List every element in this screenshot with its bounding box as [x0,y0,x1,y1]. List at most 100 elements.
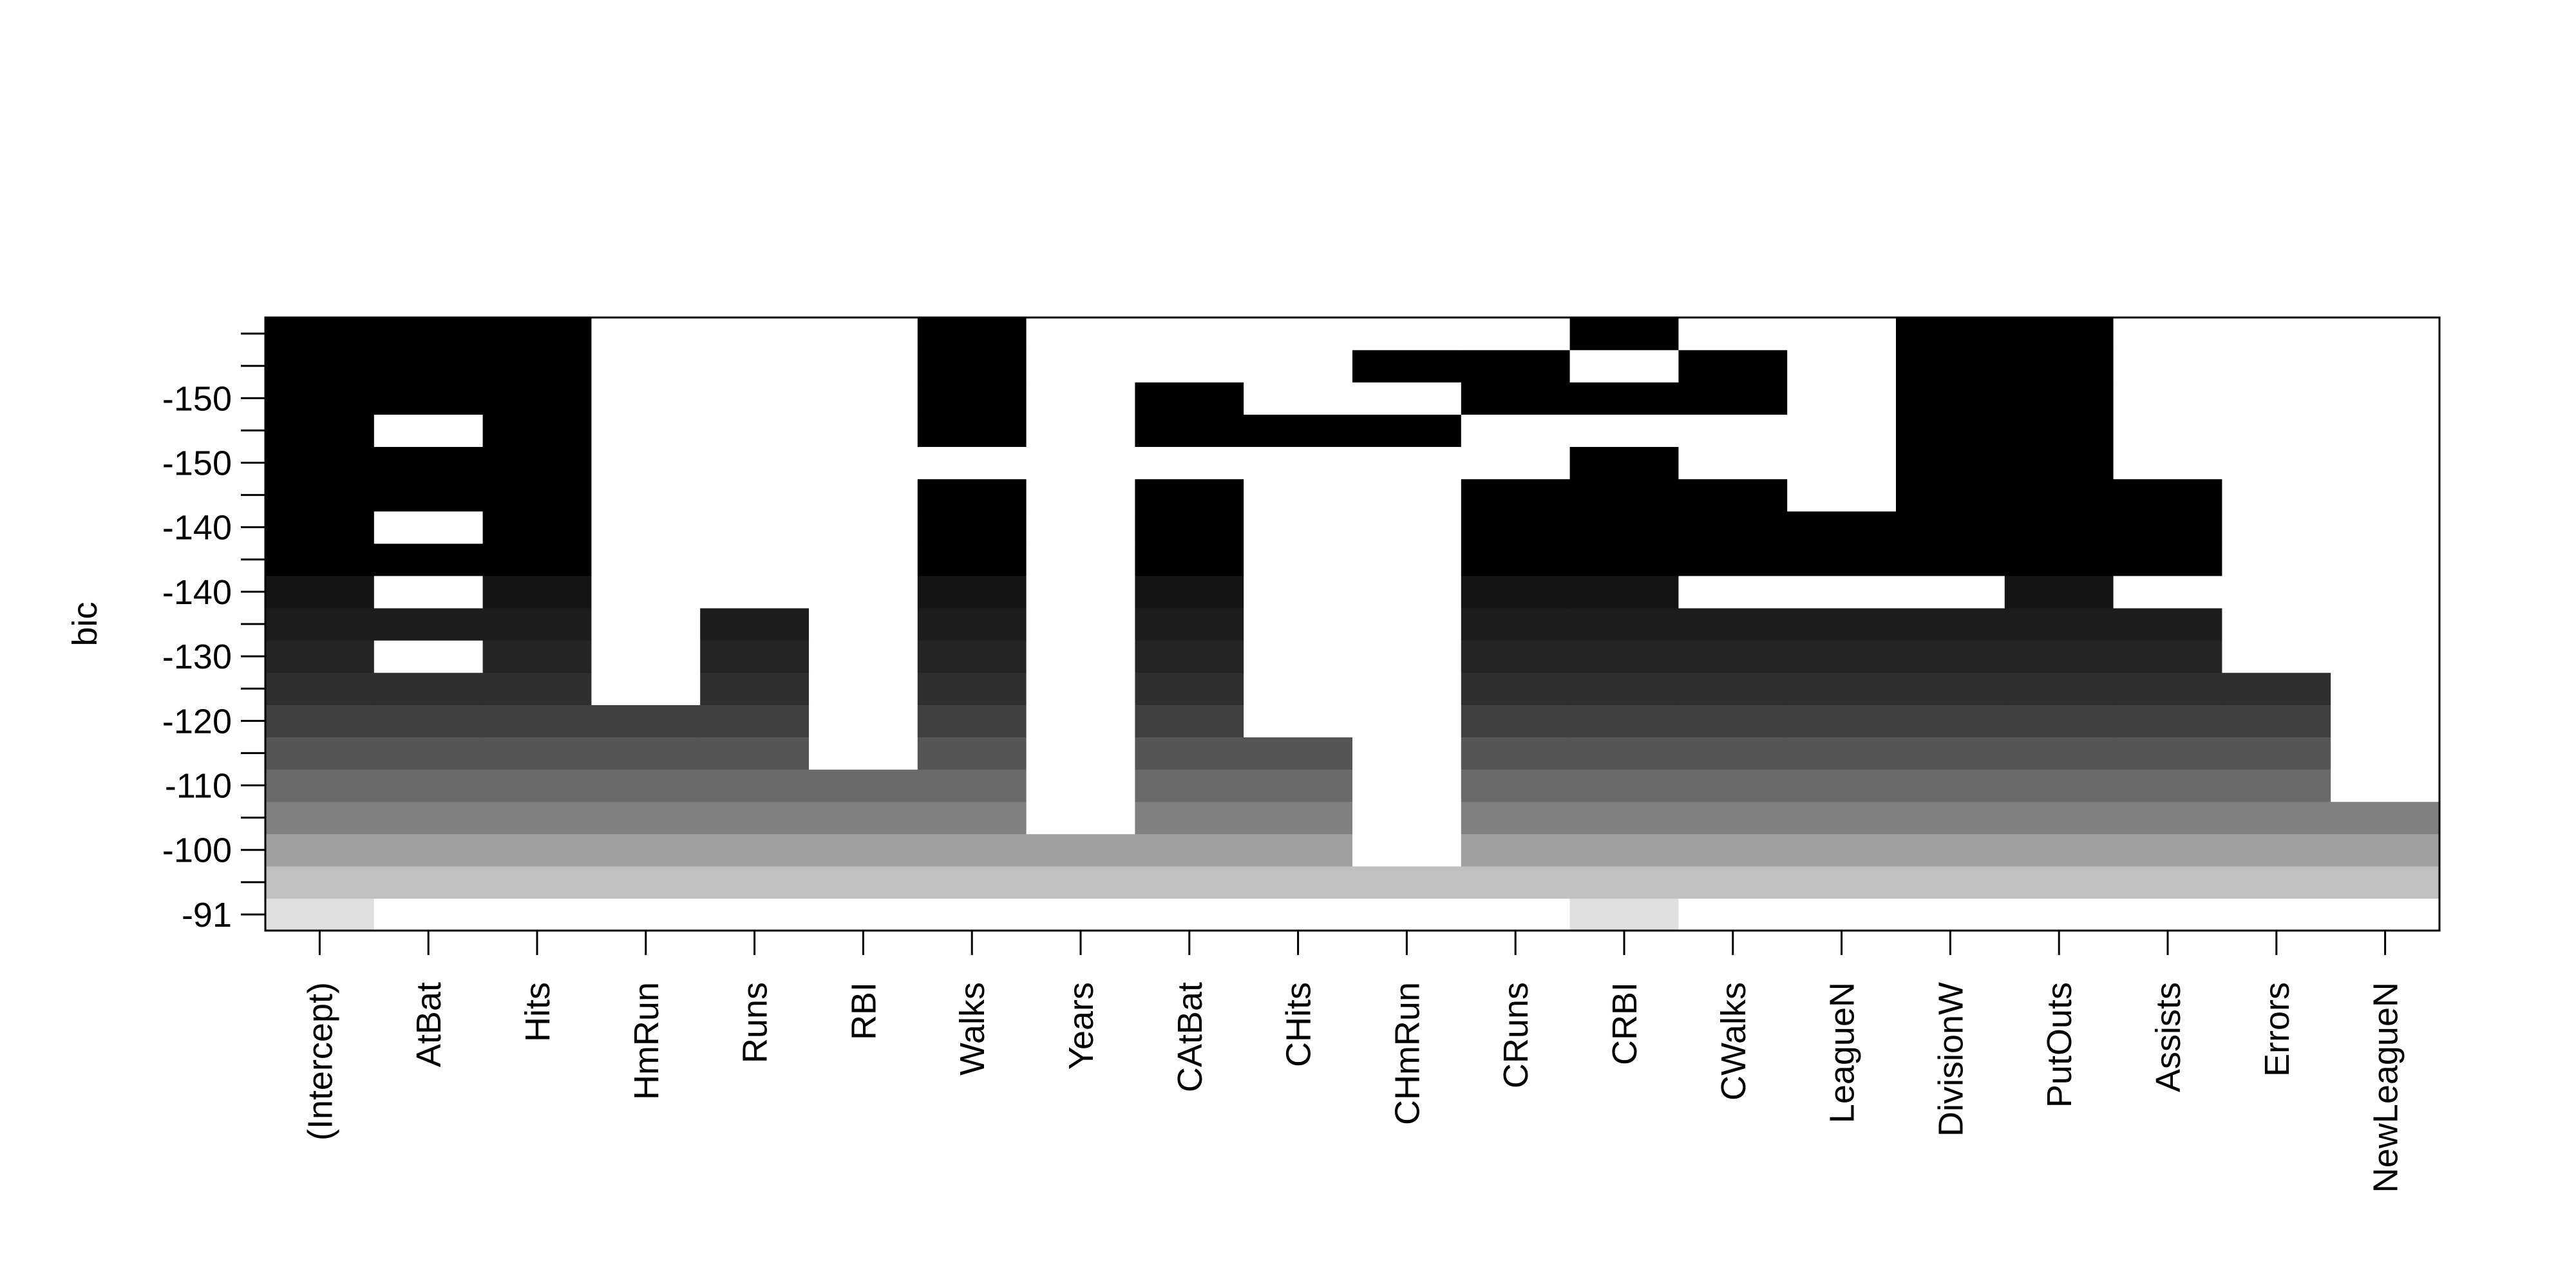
x-tick-label: CHmRun [1388,982,1426,1125]
cell-years-row-3 [1026,833,1135,867]
cell-chmrun-row-4 [1352,801,1462,835]
cell-assists-row-19 [2113,317,2222,350]
cell-hits-row-18 [482,350,592,383]
cell-runs-row-14 [700,478,810,512]
cell-cruns-row-12 [1461,543,1571,576]
cell-cruns-row-16 [1461,414,1571,448]
cell-grid [265,317,2440,931]
cell-walks-row-14 [917,478,1027,512]
cell-leaguen-row-13 [1787,511,1897,544]
x-tick-label: (Intercept) [301,982,339,1141]
cell-atbat-row-19 [374,317,484,350]
cell-leaguen-row-11 [1787,575,1897,609]
y-tick-label: -100 [162,831,232,870]
cell-runs-row-9 [700,640,810,673]
cell-runs-row-12 [700,543,810,576]
cell-chits-row-9 [1244,640,1353,673]
cell-newleaguen-row-13 [2331,511,2440,544]
cell-intercept-row-19 [265,317,375,350]
cell-cruns-row-10 [1461,607,1571,641]
cell-cwalks-row-4 [1678,801,1788,835]
cell-years-row-13 [1026,511,1135,544]
cell-newleaguen-row-17 [2331,382,2440,415]
cell-putouts-row-3 [2004,833,2114,867]
cell-catbat-row-13 [1135,511,1244,544]
cell-intercept-row-15 [265,446,375,480]
cell-atbat-row-9 [374,640,484,673]
x-tick-label: HmRun [627,982,666,1100]
cell-newleaguen-row-12 [2331,543,2440,576]
cell-intercept-row-18 [265,350,375,383]
cell-hmrun-row-19 [591,317,701,350]
cell-cruns-row-5 [1461,769,1571,802]
cell-chmrun-row-18 [1352,350,1462,383]
cell-rbi-row-6 [809,737,918,770]
cell-chmrun-row-15 [1352,446,1462,480]
cell-crbi-row-1 [1569,898,1679,931]
cell-assists-row-5 [2113,769,2222,802]
cell-hits-row-19 [482,317,592,350]
cell-rbi-row-12 [809,543,918,576]
cell-crbi-row-10 [1569,607,1679,641]
cell-newleaguen-row-16 [2331,414,2440,448]
cell-chmrun-row-17 [1352,382,1462,415]
cell-runs-row-15 [700,446,810,480]
cell-runs-row-7 [700,705,810,737]
cell-newleaguen-row-7 [2331,705,2440,737]
cell-hmrun-row-7 [591,705,701,737]
cell-putouts-row-5 [2004,769,2114,802]
cell-cwalks-row-18 [1678,350,1788,383]
cell-rbi-row-19 [809,317,918,350]
cell-hmrun-row-15 [591,446,701,480]
cell-runs-row-16 [700,414,810,448]
cell-rbi-row-17 [809,382,918,415]
cell-leaguen-row-6 [1787,737,1897,770]
cell-chits-row-17 [1244,382,1353,415]
cell-atbat-row-8 [374,672,484,705]
cell-years-row-12 [1026,543,1135,576]
cell-cwalks-row-2 [1678,866,1788,899]
cell-divisionw-row-14 [1896,478,2005,512]
cell-chits-row-18 [1244,350,1353,383]
cell-errors-row-6 [2222,737,2331,770]
cell-hits-row-12 [482,543,592,576]
cell-leaguen-row-9 [1787,640,1897,673]
cell-catbat-row-2 [1135,866,1244,899]
cell-walks-row-3 [917,833,1027,867]
cell-chits-row-13 [1244,511,1353,544]
cell-catbat-row-9 [1135,640,1244,673]
cell-divisionw-row-7 [1896,705,2005,737]
cell-walks-row-10 [917,607,1027,641]
cell-cruns-row-17 [1461,382,1571,415]
cell-cruns-row-8 [1461,672,1571,705]
cell-assists-row-17 [2113,382,2222,415]
cell-putouts-row-2 [2004,866,2114,899]
y-tick-label: -130 [162,638,232,676]
cell-atbat-row-6 [374,737,484,770]
cell-catbat-row-8 [1135,672,1244,705]
cell-newleaguen-row-4 [2331,801,2440,835]
cell-crbi-row-15 [1569,446,1679,480]
cell-divisionw-row-8 [1896,672,2005,705]
cell-intercept-row-4 [265,801,375,835]
cell-chits-row-10 [1244,607,1353,641]
x-tick-label: CAtBat [1171,982,1209,1092]
cell-atbat-row-1 [374,898,484,931]
cell-hits-row-11 [482,575,592,609]
cell-cruns-row-2 [1461,866,1571,899]
cell-chits-row-11 [1244,575,1353,609]
cell-leaguen-row-19 [1787,317,1897,350]
cell-walks-row-11 [917,575,1027,609]
cell-cruns-row-11 [1461,575,1571,609]
cell-hmrun-row-10 [591,607,701,641]
cell-hmrun-row-17 [591,382,701,415]
cell-hits-row-13 [482,511,592,544]
cell-years-row-5 [1026,769,1135,802]
cell-leaguen-row-1 [1787,898,1897,931]
cell-chmrun-row-7 [1352,705,1462,737]
x-tick-label: PutOuts [2040,982,2079,1108]
cell-hits-row-3 [482,833,592,867]
cell-cwalks-row-8 [1678,672,1788,705]
cell-chits-row-5 [1244,769,1353,802]
cell-rbi-row-3 [809,833,918,867]
